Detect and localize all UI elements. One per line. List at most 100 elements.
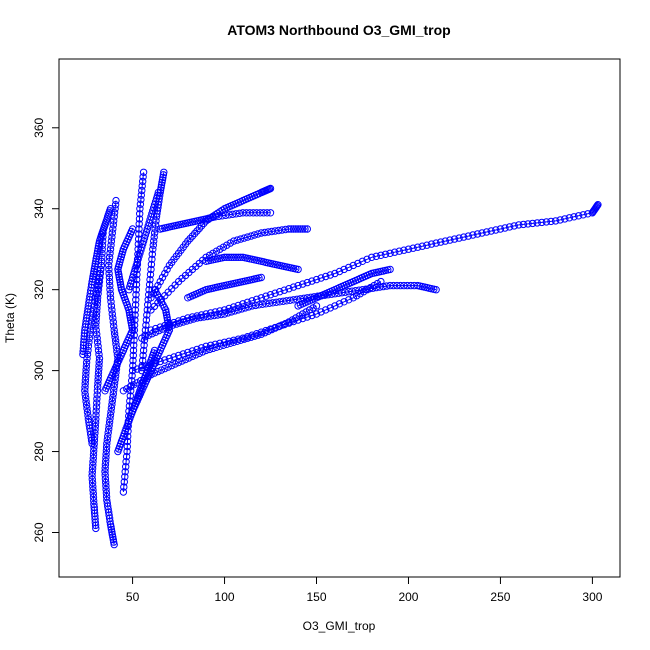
series-15: [184, 273, 265, 302]
data-point: [95, 358, 103, 366]
data-point: [88, 472, 96, 480]
data-point: [108, 530, 117, 539]
data-point: [136, 205, 144, 213]
data-point: [151, 221, 160, 229]
data-point: [565, 214, 574, 222]
data-point: [109, 318, 118, 326]
data-point: [340, 298, 348, 306]
data-point: [147, 260, 156, 269]
data-point: [373, 279, 382, 288]
data-point: [131, 301, 140, 309]
data-point: [87, 280, 96, 289]
data-point: [93, 334, 101, 342]
data-point: [460, 233, 468, 241]
data-point: [312, 275, 321, 284]
data-point: [139, 351, 147, 360]
data-point: [391, 248, 399, 256]
data-point: [94, 376, 102, 384]
data-point: [335, 267, 344, 276]
data-point: [92, 407, 100, 415]
data-point: [137, 191, 146, 199]
data-point: [403, 281, 411, 290]
data-point: [274, 226, 283, 235]
data-point: [233, 337, 241, 345]
data-point: [109, 221, 118, 229]
data-point: [276, 298, 284, 306]
data-point: [366, 283, 375, 292]
data-point: [128, 372, 136, 380]
x-tick-label: 250: [490, 590, 510, 604]
data-point: [294, 225, 302, 233]
data-point: [249, 209, 258, 217]
data-point: [161, 356, 169, 364]
data-point: [427, 240, 436, 248]
data-point: [102, 485, 110, 494]
data-point: [294, 265, 302, 274]
data-point: [89, 489, 98, 498]
series-18: [101, 225, 137, 395]
data-point: [253, 330, 261, 338]
data-point: [418, 242, 426, 250]
data-point: [93, 387, 102, 395]
data-point: [236, 235, 245, 243]
data-point: [281, 319, 290, 328]
data-point: [186, 234, 194, 243]
data-point: [164, 318, 172, 327]
data-point: [89, 270, 98, 278]
data-point: [102, 443, 111, 451]
data-point: [127, 387, 135, 395]
data-point: [266, 209, 275, 217]
data-point: [106, 249, 114, 258]
data-point: [593, 202, 601, 210]
data-point: [107, 241, 115, 249]
data-point: [123, 442, 132, 451]
data-point: [592, 203, 601, 211]
data-point: [363, 255, 371, 263]
data-point: [211, 308, 220, 316]
data-point: [89, 486, 97, 494]
data-point: [195, 349, 204, 358]
data-point: [464, 232, 472, 240]
data-point: [147, 265, 155, 274]
data-point: [247, 232, 255, 240]
data-point: [109, 393, 117, 402]
data-point: [396, 281, 405, 290]
data-point: [296, 225, 305, 233]
data-point: [170, 353, 178, 361]
data-point: [107, 302, 116, 310]
data-point: [143, 306, 152, 314]
data-point: [220, 306, 229, 314]
data-point: [82, 394, 90, 402]
data-point: [137, 195, 145, 204]
data-point: [105, 269, 113, 278]
data-point: [161, 269, 169, 278]
data-point: [372, 252, 380, 260]
data-point: [151, 225, 159, 233]
data-point: [91, 429, 99, 437]
data-point: [116, 280, 125, 289]
data-point: [292, 314, 300, 322]
data-point: [225, 211, 233, 219]
data-point: [240, 234, 248, 242]
data-point: [161, 364, 169, 373]
data-point: [199, 348, 207, 356]
data-point: [162, 311, 171, 319]
data-point: [132, 286, 141, 294]
data-point: [128, 225, 137, 233]
data-point: [179, 315, 187, 324]
data-point: [400, 246, 408, 254]
data-point: [264, 228, 272, 236]
data-point: [108, 397, 117, 405]
data-point: [102, 478, 110, 487]
data-point: [263, 209, 271, 217]
data-point: [410, 281, 418, 290]
data-point: [246, 209, 254, 217]
data-point: [90, 447, 98, 455]
data-point: [184, 348, 192, 357]
data-point: [257, 273, 265, 282]
data-point: [317, 274, 325, 282]
data-point: [157, 181, 166, 189]
data-point: [259, 209, 268, 217]
data-point: [111, 333, 119, 341]
